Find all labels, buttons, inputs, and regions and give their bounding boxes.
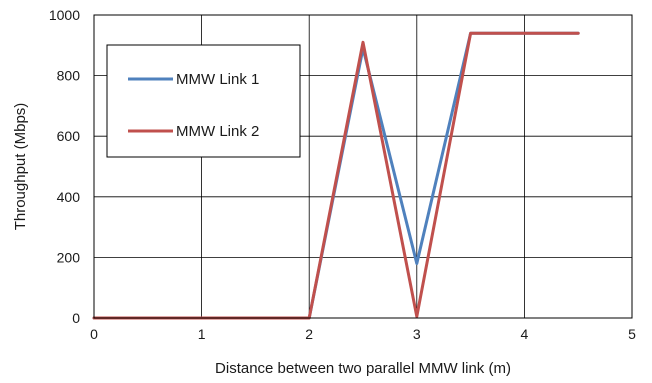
legend-label-2: MMW Link 2 [176,123,259,140]
x-tick-label: 4 [521,326,529,342]
y-tick-label: 600 [57,128,81,144]
y-tick-label: 1000 [49,7,80,23]
x-tick-label: 5 [628,326,636,342]
x-axis-title: Distance between two parallel MMW link (… [215,360,511,377]
y-tick-label: 200 [57,249,81,265]
x-tick-label: 1 [198,326,206,342]
y-axis-title: Throughput (Mbps) [12,103,29,231]
y-tick-label: 0 [72,310,80,326]
x-tick-label: 3 [413,326,421,342]
y-tick-label: 800 [57,68,81,84]
x-axis-ticks: 0 1 2 3 4 5 [90,326,636,342]
x-tick-label: 0 [90,326,98,342]
legend-box [106,44,301,158]
x-tick-label: 2 [305,326,313,342]
plot-area-frame [93,14,633,319]
y-axis-ticks: 0 200 400 600 800 1000 [49,7,80,326]
legend-label-1: MMW Link 1 [176,71,259,88]
y-tick-label: 400 [57,189,81,205]
legend: MMW Link 1 MMW Link 2 [106,44,301,158]
